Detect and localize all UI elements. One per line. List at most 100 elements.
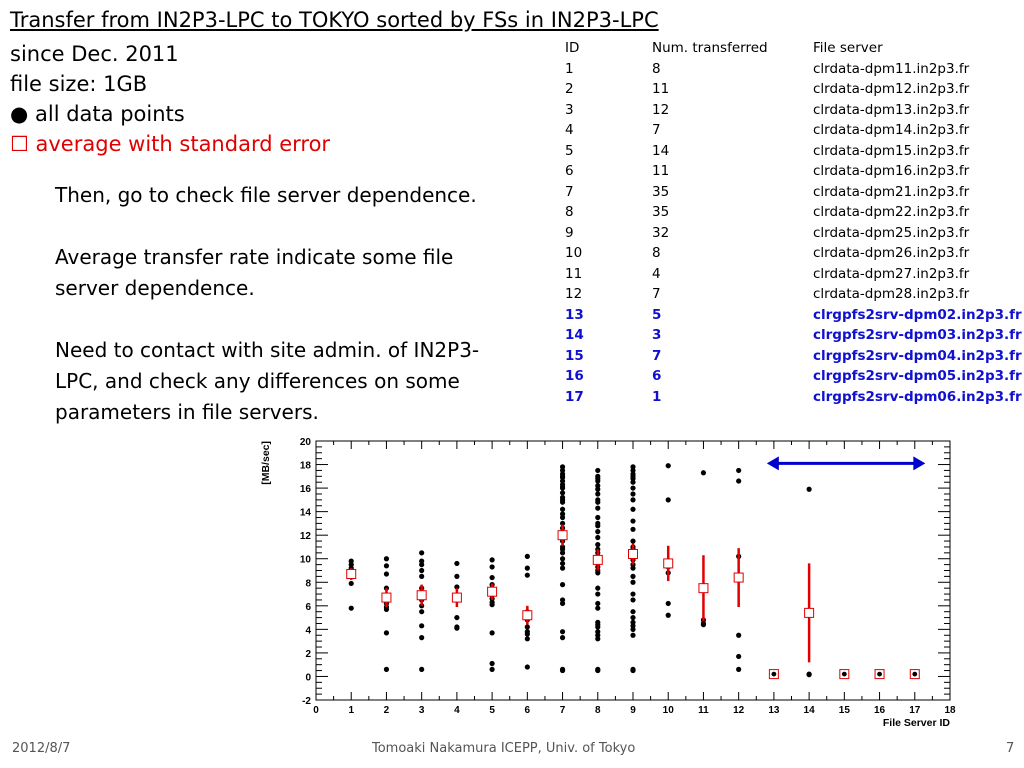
data-point (559, 546, 566, 552)
cell-num-transferred: 14 (652, 142, 670, 159)
open-square-icon: ☐ (10, 132, 29, 156)
x-tick-label: 17 (909, 705, 921, 716)
data-point (559, 582, 566, 588)
cell-file-server: clrdata-dpm21.in2p3.fr (813, 183, 970, 200)
data-point (595, 624, 601, 630)
cell-num-transferred: 5 (652, 306, 662, 323)
footer-author: Tomoaki Nakamura ICEPP, Univ. of Tokyo (372, 741, 636, 756)
cell-num-transferred: 8 (652, 60, 661, 77)
data-point (806, 672, 812, 678)
data-point (630, 667, 636, 674)
data-point (524, 624, 530, 630)
data-point (595, 667, 601, 674)
average-marker (733, 572, 744, 583)
data-point (595, 600, 601, 607)
average-marker (557, 530, 568, 541)
cell-id: 14 (565, 327, 584, 344)
column-header-file-server: File server (813, 40, 883, 57)
column-header-num-transferred: Num. transferred (652, 40, 768, 57)
data-point (700, 622, 707, 628)
data-point (419, 623, 425, 629)
data-point (595, 514, 601, 521)
table-row: 8 35 clrdata-dpm22.in2p3.fr (565, 202, 1022, 223)
legend-average-label: average with standard error (35, 132, 331, 156)
data-point (559, 629, 566, 635)
average-marker (522, 610, 533, 621)
cell-id: 8 (565, 204, 574, 221)
average-marker (487, 586, 498, 597)
cell-file-server: clrdata-dpm13.in2p3.fr (813, 101, 970, 118)
data-point (559, 565, 566, 571)
data-point (595, 467, 601, 474)
body-paragraph: Average transfer rate indicate some file… (55, 245, 454, 300)
table-row: 17 1 clrgpfs2srv-dpm06.in2p3.fr (565, 387, 1022, 408)
cell-num-transferred: 35 (652, 183, 670, 200)
y-tick-label: 10 (300, 555, 312, 566)
data-point (665, 612, 671, 618)
data-point (383, 630, 390, 636)
data-point (419, 635, 425, 641)
data-point (595, 491, 601, 497)
data-point (665, 463, 671, 469)
x-tick-label: 11 (698, 705, 709, 716)
data-point (595, 499, 601, 505)
data-point (736, 666, 742, 672)
data-point (559, 484, 566, 490)
data-point (454, 625, 460, 631)
data-point (524, 572, 530, 578)
table-header-row: ID Num. transferred File server (565, 38, 1022, 59)
data-point (630, 614, 636, 621)
data-point (419, 562, 425, 568)
data-point (559, 506, 566, 512)
data-point (630, 485, 636, 491)
table-row: 10 8 clrdata-dpm26.in2p3.fr (565, 243, 1022, 264)
cell-num-transferred: 4 (652, 265, 661, 282)
data-point (489, 666, 495, 672)
data-point (489, 602, 495, 608)
cell-num-transferred: 11 (652, 163, 670, 180)
data-point (454, 584, 460, 590)
footer-page-number: 7 (1006, 741, 1015, 756)
cell-id: 4 (565, 122, 574, 139)
data-point (736, 478, 742, 484)
cell-file-server: clrdata-dpm26.in2p3.fr (813, 245, 970, 262)
table-row: 12 7 clrdata-dpm28.in2p3.fr (565, 284, 1022, 305)
cell-num-transferred: 3 (652, 327, 662, 344)
data-point (736, 632, 742, 638)
data-point (419, 666, 425, 672)
x-tick-label: 14 (804, 705, 816, 716)
data-point (630, 506, 636, 512)
cell-id: 13 (565, 306, 584, 323)
table-row: 1 8 clrdata-dpm11.in2p3.fr (565, 59, 1022, 80)
data-point (454, 560, 460, 567)
data-point-overlay (771, 671, 777, 677)
cell-id: 16 (565, 368, 584, 385)
data-point (559, 560, 566, 567)
cell-id: 1 (565, 60, 574, 77)
average-marker (663, 558, 674, 569)
data-point (665, 600, 671, 607)
table-row: 15 7 clrgpfs2srv-dpm04.in2p3.fr (565, 346, 1022, 367)
body-text: Then, go to check file server dependence… (55, 180, 515, 459)
data-point (630, 609, 636, 615)
filled-circle-icon: ● (10, 102, 29, 126)
cell-id: 9 (565, 224, 574, 241)
data-point (559, 635, 566, 641)
body-paragraph: Then, go to check file server dependence… (55, 183, 477, 207)
data-point (559, 490, 566, 496)
data-point (806, 486, 812, 492)
data-point (559, 667, 566, 674)
average-marker (804, 607, 815, 618)
legend-all-points-label: all data points (35, 102, 185, 126)
data-point-overlay (912, 671, 918, 677)
data-point (559, 473, 566, 479)
footer-date: 2012/8/7 (12, 741, 71, 756)
y-tick-label: 0 (305, 672, 311, 683)
cell-id: 17 (565, 388, 584, 405)
data-point (383, 556, 390, 562)
cell-file-server: clrgpfs2srv-dpm02.in2p3.fr (813, 306, 1022, 323)
cell-num-transferred: 6 (652, 368, 662, 385)
y-tick-label: 14 (300, 508, 312, 519)
since-label: since Dec. 2011 (10, 42, 179, 66)
cell-file-server: clrdata-dpm11.in2p3.fr (813, 60, 970, 77)
